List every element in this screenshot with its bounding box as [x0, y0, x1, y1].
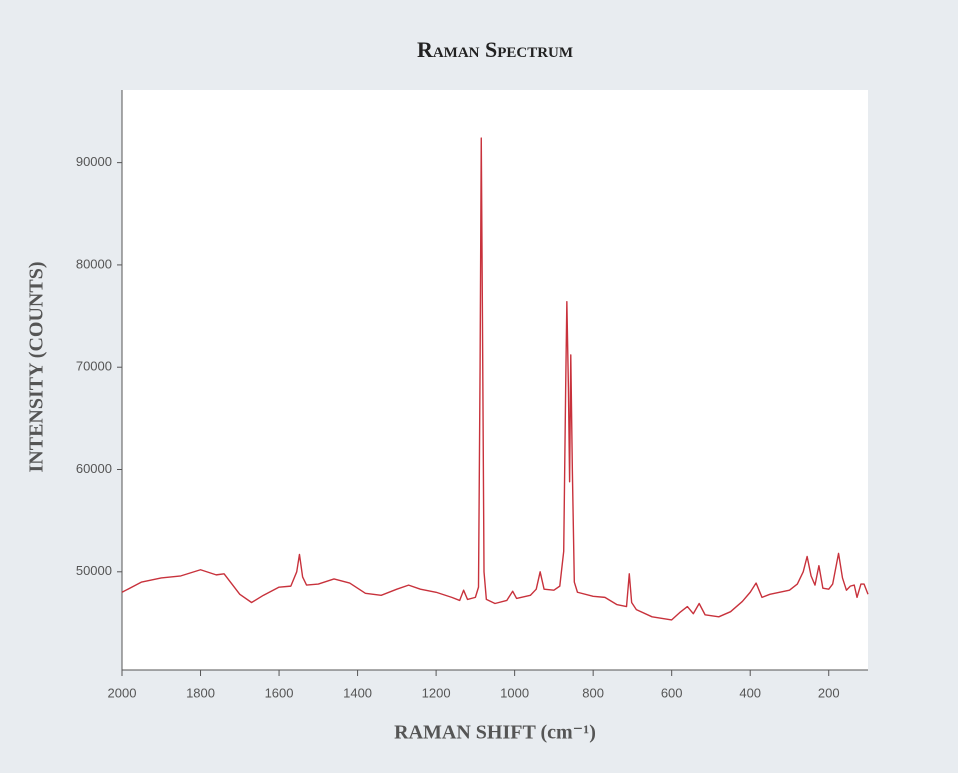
x-tick-label: 2000	[108, 685, 137, 700]
y-tick-label: 60000	[76, 461, 112, 476]
y-tick-label: 50000	[76, 563, 112, 578]
x-tick-label: 400	[739, 685, 761, 700]
x-tick-label: 1200	[422, 685, 451, 700]
x-tick-label: 200	[818, 685, 840, 700]
x-tick-label: 1000	[500, 685, 529, 700]
x-tick-label: 600	[661, 685, 683, 700]
x-tick-label: 1800	[186, 685, 215, 700]
y-tick-label: 90000	[76, 154, 112, 169]
x-tick-label: 1400	[343, 685, 372, 700]
y-axis-label: INTENSITY (COUNTS)	[26, 262, 48, 473]
spectrum-line	[121, 137, 869, 621]
y-tick-label: 70000	[76, 359, 112, 374]
x-tick-label: 1600	[265, 685, 294, 700]
plot-area	[122, 90, 868, 670]
chart-title: Raman Spectrum	[417, 37, 573, 62]
x-tick-label: 800	[582, 685, 604, 700]
y-tick-label: 80000	[76, 256, 112, 271]
x-axis-label: RAMAN SHIFT (cm⁻¹)	[394, 722, 596, 744]
